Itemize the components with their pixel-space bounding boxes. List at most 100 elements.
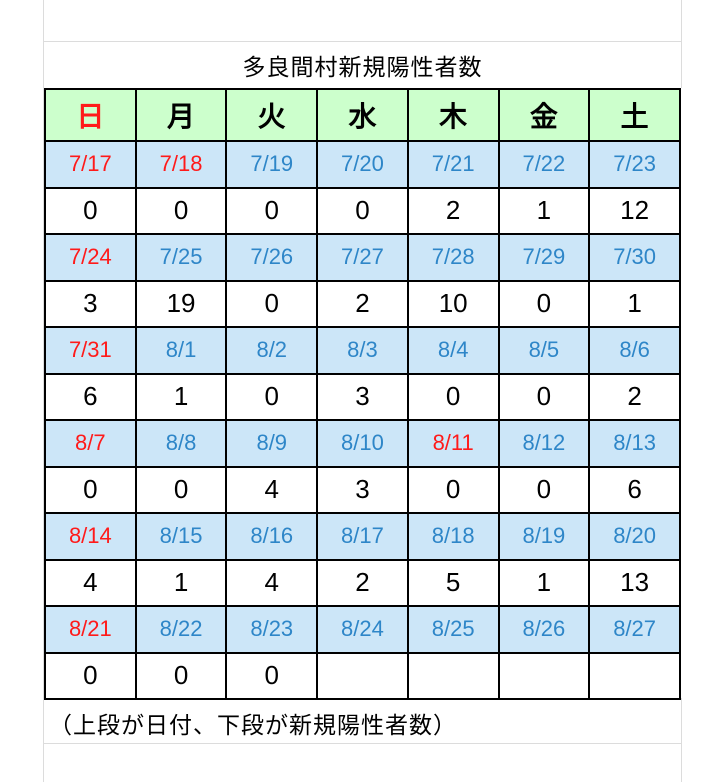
count-cell: 4 (225, 558, 319, 607)
count-cell: 1 (497, 558, 591, 607)
date-cell: 7/21 (406, 140, 500, 189)
count-cell (316, 651, 409, 700)
date-row: 7/24 7/25 7/26 7/27 7/28 7/29 7/30 (44, 233, 681, 282)
date-cell: 8/23 (225, 605, 319, 654)
date-cell: 8/9 (225, 419, 319, 468)
weekday-header-row: 日月火水木金土 (44, 88, 681, 142)
date-cell: 8/24 (316, 605, 409, 654)
date-cell: 8/27 (588, 605, 681, 654)
date-cell: 8/5 (497, 326, 591, 375)
count-cell: 0 (44, 651, 137, 700)
count-cell: 4 (44, 558, 137, 607)
sheet-gridline (43, 743, 682, 744)
count-cell: 0 (134, 186, 228, 235)
date-row: 7/31 8/1 8/2 8/3 8/4 8/5 8/6 (44, 326, 681, 375)
date-row: 8/21 8/22 8/23 8/24 8/25 8/26 8/27 (44, 605, 681, 654)
date-cell: 8/22 (134, 605, 228, 654)
date-cell: 8/2 (225, 326, 319, 375)
count-cell: 6 (44, 372, 137, 421)
count-cell: 10 (406, 279, 500, 328)
count-cell (497, 651, 591, 700)
count-cell: 2 (316, 558, 409, 607)
date-cell: 8/21 (44, 605, 137, 654)
weekday-header-cell: 水 (316, 88, 409, 142)
date-cell: 8/14 (44, 512, 137, 561)
date-cell: 8/15 (134, 512, 228, 561)
weekday-header-cell: 日 (44, 88, 137, 142)
date-cell: 8/10 (316, 419, 409, 468)
date-row: 8/14 8/15 8/16 8/17 8/18 8/19 8/20 (44, 512, 681, 561)
date-cell: 8/12 (497, 419, 591, 468)
date-cell: 7/23 (588, 140, 681, 189)
date-cell: 7/17 (44, 140, 137, 189)
calendar-body: 7/17 7/18 7/19 7/20 7/21 7/22 7/23 0 0 0 0 2 1 12 7/24… (44, 140, 681, 700)
weekday-header-cell: 火 (225, 88, 319, 142)
date-cell: 8/20 (588, 512, 681, 561)
count-cell: 0 (497, 465, 591, 514)
footnote: （上段が日付、下段が新規陽性者数） (49, 711, 457, 738)
date-cell: 7/27 (316, 233, 409, 282)
count-cell: 0 (316, 186, 409, 235)
new-cases-calendar-table: 日月火水木金土 7/17 7/18 7/19 7/20 7/21 7/22 7/23 0 0 0 0… (44, 88, 681, 700)
date-cell: 7/20 (316, 140, 409, 189)
count-cell: 0 (134, 651, 228, 700)
count-cell: 5 (406, 558, 500, 607)
count-cell: 3 (316, 465, 409, 514)
count-cell: 0 (225, 279, 319, 328)
count-cell: 3 (44, 279, 137, 328)
date-cell: 7/30 (588, 233, 681, 282)
date-cell: 8/18 (406, 512, 500, 561)
count-cell: 3 (316, 372, 409, 421)
date-cell: 7/31 (44, 326, 137, 375)
weekday-header-cell: 木 (406, 88, 500, 142)
count-cell: 1 (497, 186, 591, 235)
date-cell: 8/4 (406, 326, 500, 375)
count-cell (588, 651, 681, 700)
count-cell: 1 (134, 558, 228, 607)
count-row: 0 0 0 0 2 1 12 (44, 186, 681, 235)
count-cell: 2 (588, 372, 681, 421)
date-cell: 8/7 (44, 419, 137, 468)
date-cell: 8/25 (406, 605, 500, 654)
count-cell: 6 (588, 465, 681, 514)
count-cell: 19 (134, 279, 228, 328)
date-cell: 7/18 (134, 140, 228, 189)
date-cell: 8/6 (588, 326, 681, 375)
date-cell: 7/22 (497, 140, 591, 189)
count-cell: 4 (225, 465, 319, 514)
page-title: 多良間村新規陽性者数 (242, 54, 483, 80)
date-cell: 8/1 (134, 326, 228, 375)
calendar-content: 多良間村新規陽性者数 日月火水木金土 7/17 7/18 7/19 7/20 7/21 7… (44, 42, 681, 745)
count-cell: 0 (134, 465, 228, 514)
count-cell: 0 (225, 186, 319, 235)
date-cell: 8/17 (316, 512, 409, 561)
date-cell: 7/24 (44, 233, 137, 282)
date-cell: 8/13 (588, 419, 681, 468)
count-cell: 0 (44, 186, 137, 235)
count-cell: 2 (316, 279, 409, 328)
count-cell: 1 (134, 372, 228, 421)
count-cell: 12 (588, 186, 681, 235)
date-cell: 8/11 (406, 419, 500, 468)
count-row: 4 1 4 2 5 1 13 (44, 558, 681, 607)
sheet-gridline (681, 698, 682, 782)
count-cell: 0 (497, 279, 591, 328)
date-cell: 8/16 (225, 512, 319, 561)
count-cell: 2 (406, 186, 500, 235)
count-cell: 0 (406, 372, 500, 421)
date-cell: 7/19 (225, 140, 319, 189)
weekday-header-cell: 金 (497, 88, 591, 142)
date-row: 8/7 8/8 8/9 8/10 8/11 8/12 8/13 (44, 419, 681, 468)
count-cell: 0 (497, 372, 591, 421)
count-cell: 0 (44, 465, 137, 514)
count-cell: 0 (406, 465, 500, 514)
date-cell: 8/26 (497, 605, 591, 654)
date-cell: 8/19 (497, 512, 591, 561)
sheet-gridline (43, 41, 682, 42)
date-cell: 7/25 (134, 233, 228, 282)
sheet-gridline (681, 0, 682, 88)
date-cell: 7/29 (497, 233, 591, 282)
